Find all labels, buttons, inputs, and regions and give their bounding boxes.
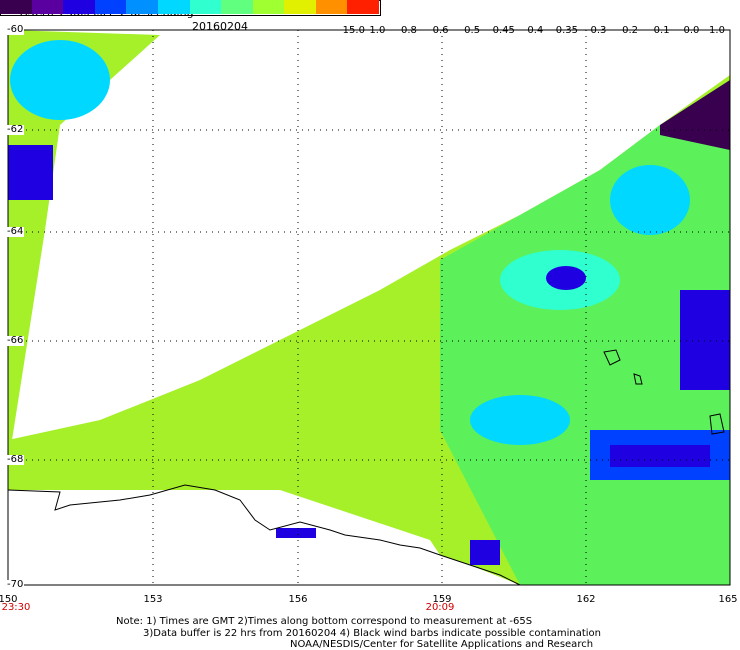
colorbar-swatch [315,0,348,14]
purple-corner [660,80,730,150]
colorbar-swatch [126,0,159,14]
footnote-2: 3)Data buffer is 22 hrs from 20160204 4)… [143,628,601,639]
colorbar-swatch [157,0,190,14]
cyan-left-top [10,40,110,120]
data-layer [8,30,730,585]
map-frame [7,29,731,586]
lat-label: -62 [6,124,25,135]
lon-label: 159 [432,594,452,605]
lat-label: -66 [6,335,25,346]
island-1 [603,349,621,366]
colorbar-swatch [63,0,96,14]
lon-label: 153 [143,594,163,605]
blue-left [8,145,53,200]
blue-spot-coast [276,528,316,538]
colorbar-swatch [221,0,254,14]
lat-label: -68 [6,454,25,465]
blue-spot-bottom [470,540,500,565]
lat-label: -64 [6,226,25,237]
footnote-3: NOAA/NESDIS/Center for Satellite Applica… [290,639,594,650]
lat-label: -70 [6,579,25,590]
colorbar-swatch [94,0,127,14]
time-label: 23:30 [1,602,31,613]
colorbar-swatch [0,0,33,14]
colorbar [0,0,381,16]
time-label: 20:09 [425,602,455,613]
blue-patch-1 [546,266,586,290]
lon-label: 162 [576,594,596,605]
lon-label: 156 [288,594,308,605]
coastline [7,484,521,586]
colorbar-swatch [347,0,380,14]
colorbar-swatch [252,0,285,14]
cyan-patch-2 [470,395,570,445]
colorbar-swatch [31,0,64,14]
island-2 [633,373,643,385]
lon-label: 150 [0,594,18,605]
cyan-upper-right [610,165,690,235]
blue-band-right [680,290,730,390]
footnote-1: Note: 1) Times are GMT 2)Times along bot… [116,616,533,627]
swath-left [8,30,160,440]
island-3 [709,413,725,435]
purple-band-lower [610,445,710,467]
colorbar-swatch [284,0,317,14]
colorbar-swatch [189,0,222,14]
grid-lines [8,30,730,585]
lat-label: -60 [6,24,25,35]
lon-label: 165 [718,594,738,605]
